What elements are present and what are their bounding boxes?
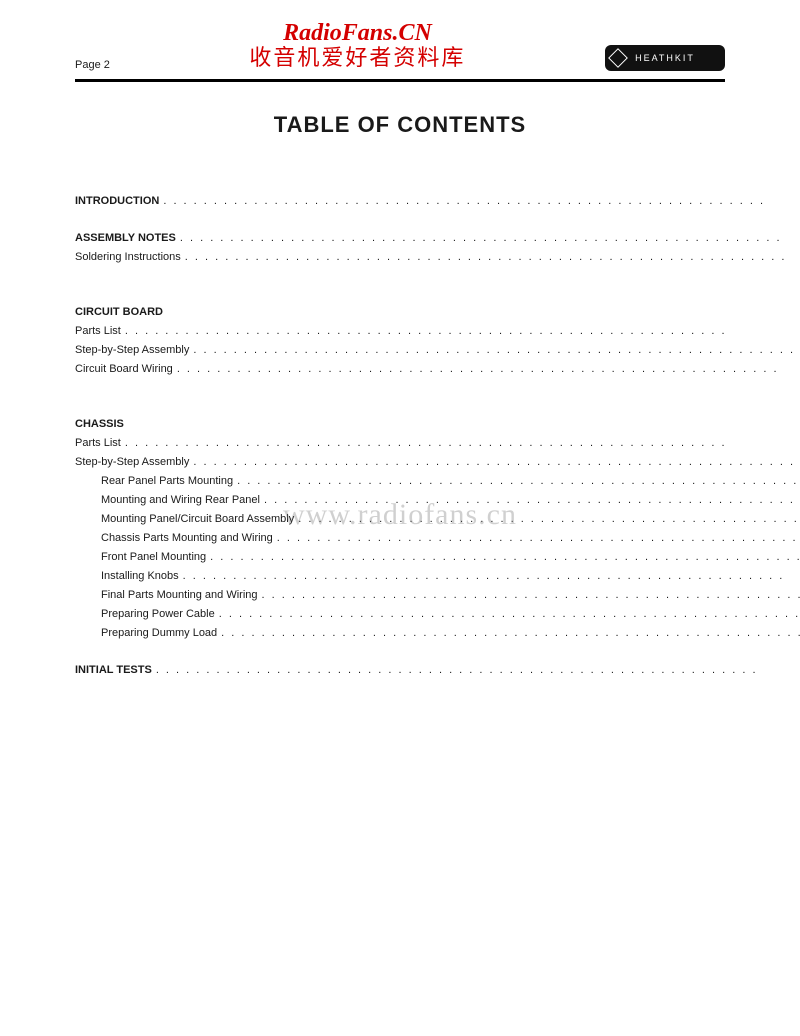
- toc-entry-label: ASSEMBLY NOTES: [75, 230, 176, 247]
- toc-entry-label: INITIAL TESTS: [75, 662, 152, 679]
- toc-entry: Front Panel Mounting54: [75, 549, 800, 566]
- toc-entry: ASSEMBLY NOTES5: [75, 230, 800, 247]
- toc-entry: Parts List43: [75, 435, 800, 452]
- toc-entry: INTRODUCTION3: [75, 193, 800, 210]
- toc-entry-label: Circuit Board Wiring: [75, 361, 173, 378]
- toc-entry-label: Preparing Dummy Load: [75, 625, 217, 642]
- badge-text: HEATHKIT: [635, 53, 695, 63]
- toc-leader-dots: [121, 435, 800, 452]
- toc-leader-dots: [152, 662, 800, 679]
- toc-entry-label: Installing Knobs: [75, 568, 179, 585]
- header-rule: [75, 79, 725, 82]
- toc-entry-label: Rear Panel Parts Mounting: [75, 473, 233, 490]
- toc-entry: Mounting and Wiring Rear Panel48: [75, 492, 800, 509]
- header: Page 2 RadioFans.CN 收音机爱好者资料库 HEATHKIT: [75, 20, 725, 71]
- toc-entry: Circuit Board Wiring37: [75, 361, 800, 378]
- toc-entry-label: Mounting Panel/Circuit Board Assembly: [75, 511, 294, 528]
- toc-entry-label: Final Parts Mounting and Wiring: [75, 587, 258, 604]
- toc-entry: Soldering Instructions6: [75, 249, 800, 266]
- toc-entry-label: Front Panel Mounting: [75, 549, 206, 566]
- toc-entry-label: Mounting and Wiring Rear Panel: [75, 492, 260, 509]
- toc-entry: Rear Panel Parts Mounting48: [75, 473, 800, 490]
- toc-entry-label: Parts List: [75, 435, 121, 452]
- toc-leader-dots: [159, 193, 800, 210]
- toc-leader-dots: [294, 511, 800, 528]
- toc-leader-dots: [217, 625, 800, 642]
- toc-entry: Preparing Dummy Load57: [75, 625, 800, 642]
- toc-spacer: [75, 398, 800, 416]
- toc-left-column: INTRODUCTION3 ASSEMBLY NOTES5 Soldering In…: [75, 193, 800, 682]
- toc-entry-label: Step-by-Step Assembly: [75, 454, 189, 471]
- toc-columns: INTRODUCTION3ASSEMBLY NOTES5Soldering In…: [75, 193, 725, 682]
- toc-leader-dots: [121, 323, 800, 340]
- toc-leader-dots: [179, 568, 800, 585]
- toc-heading-label: CIRCUIT BOARD: [75, 304, 163, 321]
- toc-leader-dots: [189, 454, 800, 471]
- toc-leader-dots: [273, 530, 800, 547]
- toc-entry: Chassis Parts Mounting and Wiring50: [75, 530, 800, 547]
- toc-entry: INITIAL TESTS59: [75, 662, 800, 679]
- site-subtitle: 收音机爱好者资料库: [110, 46, 605, 70]
- toc-spacer: [75, 644, 800, 662]
- toc-leader-dots: [181, 249, 800, 266]
- toc-spacer: [75, 286, 800, 304]
- toc-spacer: [75, 212, 800, 230]
- toc-spacer: [75, 268, 800, 286]
- toc-entry: Step-by-Step Assembly48: [75, 454, 800, 471]
- toc-heading: CIRCUIT BOARD: [75, 304, 800, 321]
- toc-entry: Step-by-Step Assembly17: [75, 342, 800, 359]
- toc-heading-label: CHASSIS: [75, 416, 124, 433]
- toc-entry: Installing Knobs55: [75, 568, 800, 585]
- toc-leader-dots: [189, 342, 800, 359]
- page-title: TABLE OF CONTENTS: [75, 112, 725, 138]
- toc-entry-label: Step-by-Step Assembly: [75, 342, 189, 359]
- toc-entry: Mounting Panel/Circuit Board Assembly49: [75, 511, 800, 528]
- site-name: RadioFans.CN: [110, 20, 605, 46]
- toc-entry: Parts List9: [75, 323, 800, 340]
- toc-entry: Preparing Power Cable57: [75, 606, 800, 623]
- toc-entry-label: Chassis Parts Mounting and Wiring: [75, 530, 273, 547]
- toc-leader-dots: [173, 361, 800, 378]
- toc-entry-label: Soldering Instructions: [75, 249, 181, 266]
- toc-entry-label: Preparing Power Cable: [75, 606, 215, 623]
- toc-spacer: [75, 380, 800, 398]
- toc-heading: CHASSIS: [75, 416, 800, 433]
- toc-leader-dots: [215, 606, 800, 623]
- toc-leader-dots: [260, 492, 800, 509]
- toc-leader-dots: [206, 549, 800, 566]
- toc-leader-dots: [258, 587, 800, 604]
- toc-leader-dots: [233, 473, 800, 490]
- brand-badge: HEATHKIT: [605, 45, 725, 71]
- page-number: Page 2: [75, 59, 110, 71]
- header-title-block: RadioFans.CN 收音机爱好者资料库: [110, 20, 605, 71]
- toc-leader-dots: [176, 230, 800, 247]
- toc-entry-label: INTRODUCTION: [75, 193, 159, 210]
- badge-ornament-icon: [608, 48, 628, 68]
- toc-entry-label: Parts List: [75, 323, 121, 340]
- toc-entry: Final Parts Mounting and Wiring56: [75, 587, 800, 604]
